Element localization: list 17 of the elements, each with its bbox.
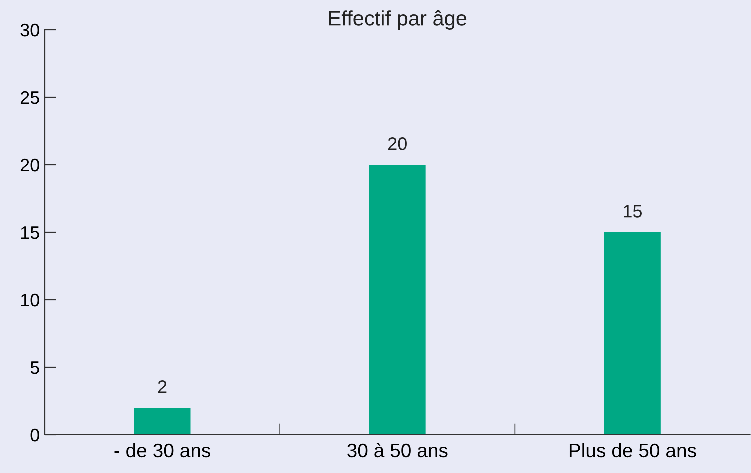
y-tick-label: 0 <box>30 428 40 442</box>
y-tick-label: 10 <box>21 294 40 307</box>
bar <box>369 165 426 435</box>
chart-title: Effectif par âge <box>329 10 467 30</box>
x-tick-label: Plus de 50 ans <box>570 443 696 458</box>
y-tick-label: 5 <box>30 362 40 374</box>
data-label: 15 <box>624 205 642 218</box>
x-tick-label: 30 à 50 ans <box>348 443 448 458</box>
data-label: 20 <box>388 138 407 150</box>
y-tick-label: 15 <box>21 226 40 240</box>
y-tick-label: 30 <box>20 24 40 37</box>
x-tick-label: - de 30 ans <box>114 443 210 458</box>
data-label: 2 <box>158 380 167 394</box>
y-tick-label: 20 <box>20 158 40 172</box>
bar <box>134 408 191 435</box>
bar <box>604 232 661 435</box>
y-tick-label: 25 <box>20 91 40 104</box>
